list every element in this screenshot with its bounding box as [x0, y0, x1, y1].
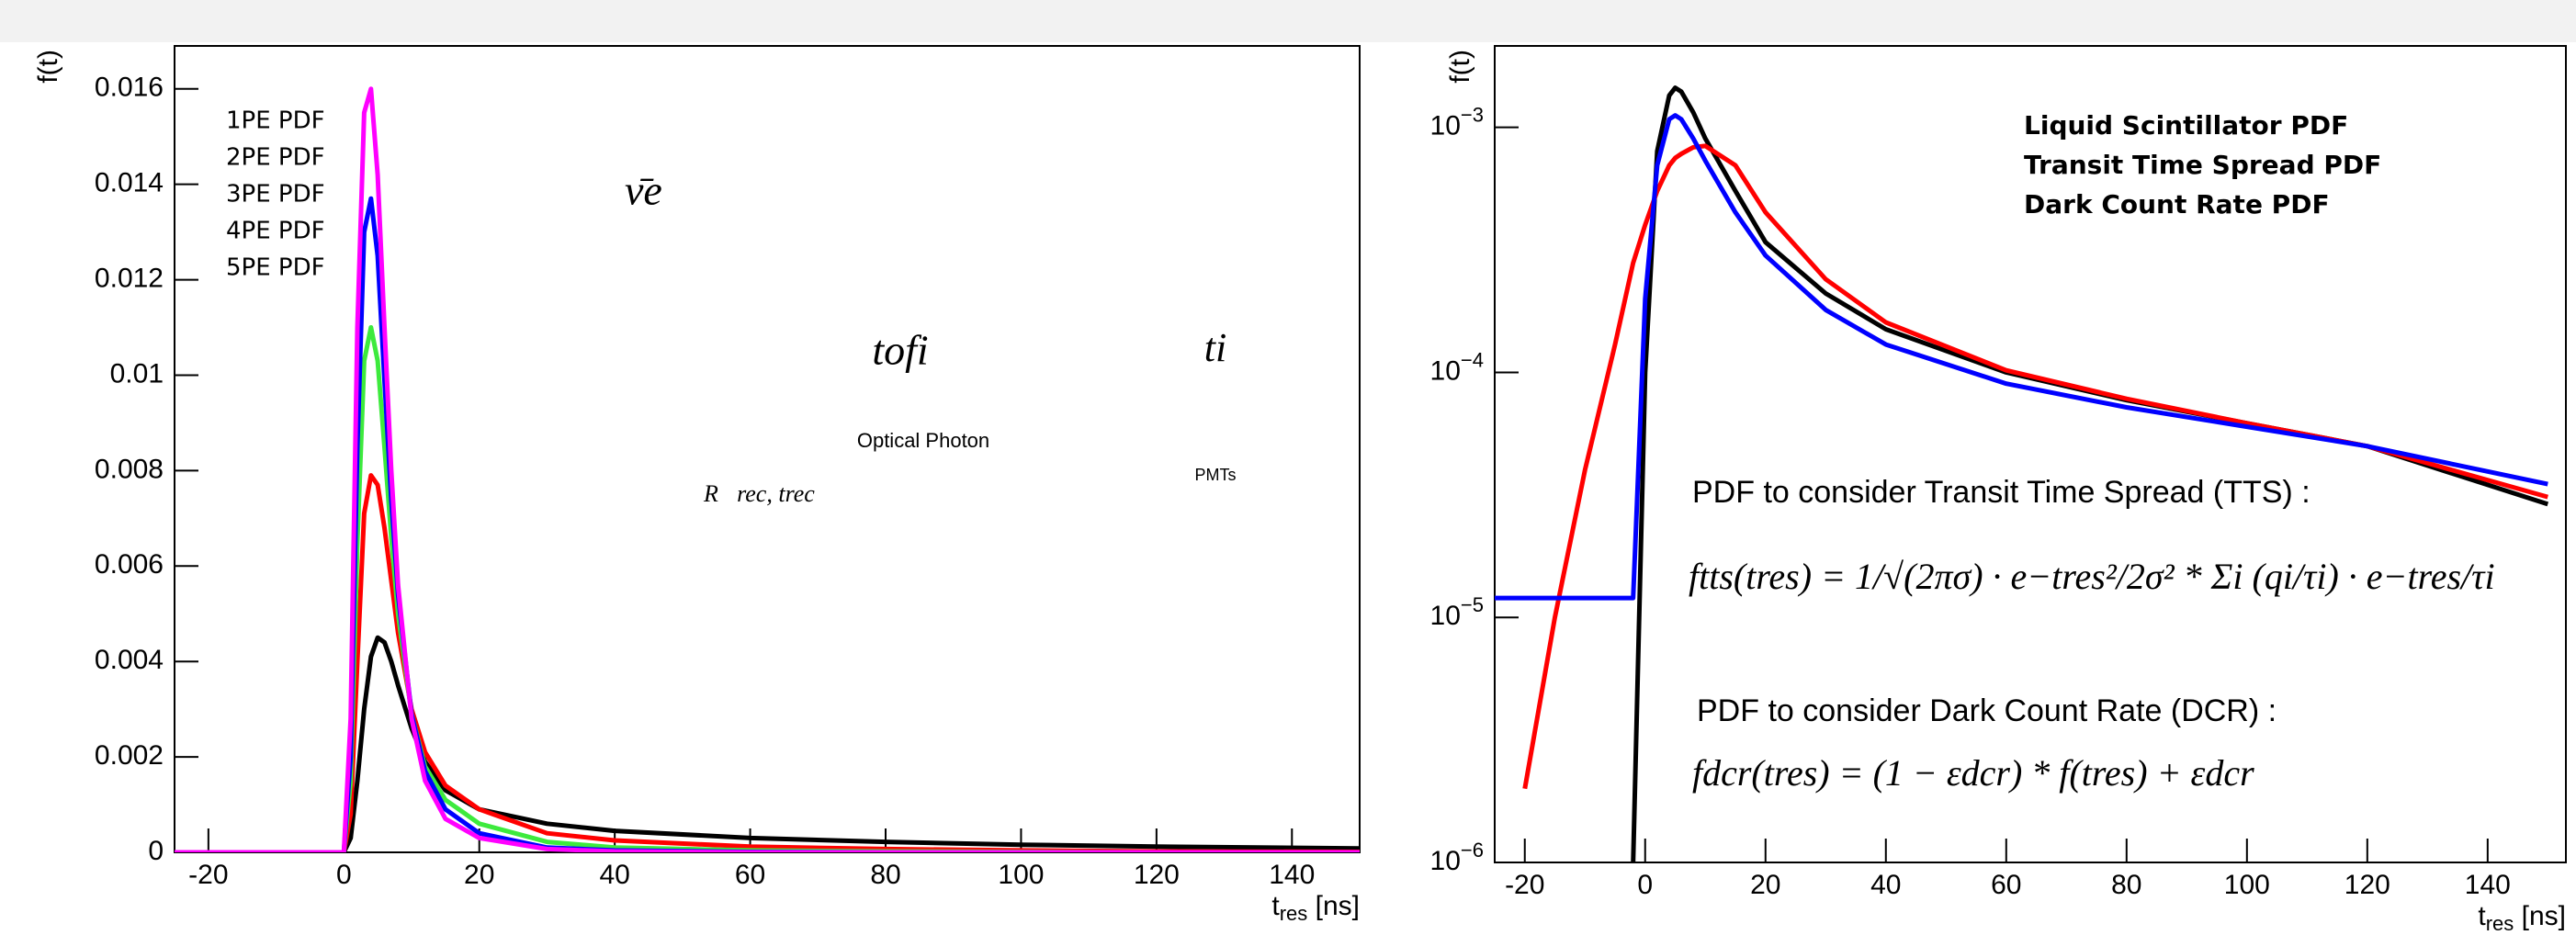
top-band [0, 0, 2576, 42]
x-tick-label: 0 [1637, 870, 1653, 900]
annotation: ftts(tres) = 1/√(2πσ) · e−tres²/2σ² * Σi… [1689, 556, 2495, 597]
legend-entry: Transit Time Spread PDF [2024, 150, 2381, 180]
legend-entry: 2PE PDF [226, 144, 325, 172]
annotation: ti [1204, 325, 1226, 370]
y-tick-label: 0.012 [95, 263, 164, 293]
annotation: R⃗rec, trec [703, 480, 815, 507]
series-line [1495, 113, 2548, 601]
x-tick-label: 120 [2344, 870, 2390, 900]
x-tick-label: 140 [2465, 870, 2511, 900]
y-tick-label: 0.006 [95, 549, 164, 580]
annotation: PMTs [1195, 466, 1237, 484]
legend-entry: 4PE PDF [226, 218, 325, 245]
x-axis-title: tres [ns] [2478, 901, 2566, 935]
y-tick-label: 10−3 [1430, 103, 1484, 141]
y-tick-label: 0.014 [95, 168, 164, 198]
y-tick-label: 10−5 [1430, 593, 1484, 631]
annotation: PDF to consider Dark Count Rate (DCR) : [1697, 693, 2277, 728]
y-tick-label: 10−4 [1430, 348, 1484, 386]
annotation: Optical Photon [857, 429, 989, 452]
x-tick-label: 40 [599, 860, 629, 890]
plot-frame [174, 45, 1361, 853]
y-axis-title: f(t) [1445, 50, 1475, 84]
annotation: ν̄e [625, 167, 662, 214]
series-line [1522, 143, 2548, 790]
y-tick-label: 0.016 [95, 73, 164, 103]
legend-entry: Dark Count Rate PDF [2024, 189, 2330, 220]
annotation: tofi [872, 327, 928, 374]
x-tick-label: 20 [1750, 870, 1780, 900]
x-tick-label: 60 [735, 860, 765, 890]
annotation: fdcr(tres) = (1 − εdcr) * f(tres) + εdcr [1692, 752, 2254, 794]
x-axis-title: tres [ns] [1271, 891, 1360, 925]
legend-entry: 1PE PDF [226, 107, 325, 135]
annotation: PDF to consider Transit Time Spread (TTS… [1692, 475, 2310, 510]
x-tick-label: 40 [1870, 870, 1901, 900]
x-tick-label: 140 [1269, 860, 1315, 890]
legend-entry: 3PE PDF [226, 181, 325, 208]
y-tick-label: 0.004 [95, 645, 164, 675]
y-tick-label: 0.008 [95, 454, 164, 484]
x-tick-label: 80 [2111, 870, 2141, 900]
x-tick-label: -20 [1505, 870, 1544, 900]
series-line [175, 86, 1360, 852]
y-tick-label: 10−6 [1430, 839, 1484, 876]
x-tick-label: 80 [870, 860, 900, 890]
x-tick-label: 60 [1991, 870, 2021, 900]
series-line [175, 635, 1360, 852]
x-tick-label: 120 [1134, 860, 1180, 890]
y-tick-label: 0.01 [110, 358, 164, 389]
y-axis-title: f(t) [33, 50, 63, 84]
y-tick-label: 0.002 [95, 740, 164, 771]
legend-entry: Liquid Scintillator PDF [2024, 110, 2348, 141]
x-tick-label: -20 [188, 860, 228, 890]
x-tick-label: 100 [998, 860, 1044, 890]
x-tick-label: 100 [2224, 870, 2270, 900]
legend-entry: 5PE PDF [226, 254, 325, 282]
x-tick-label: 0 [336, 860, 352, 890]
y-tick-label: 0 [148, 836, 164, 866]
x-tick-label: 20 [464, 860, 494, 890]
